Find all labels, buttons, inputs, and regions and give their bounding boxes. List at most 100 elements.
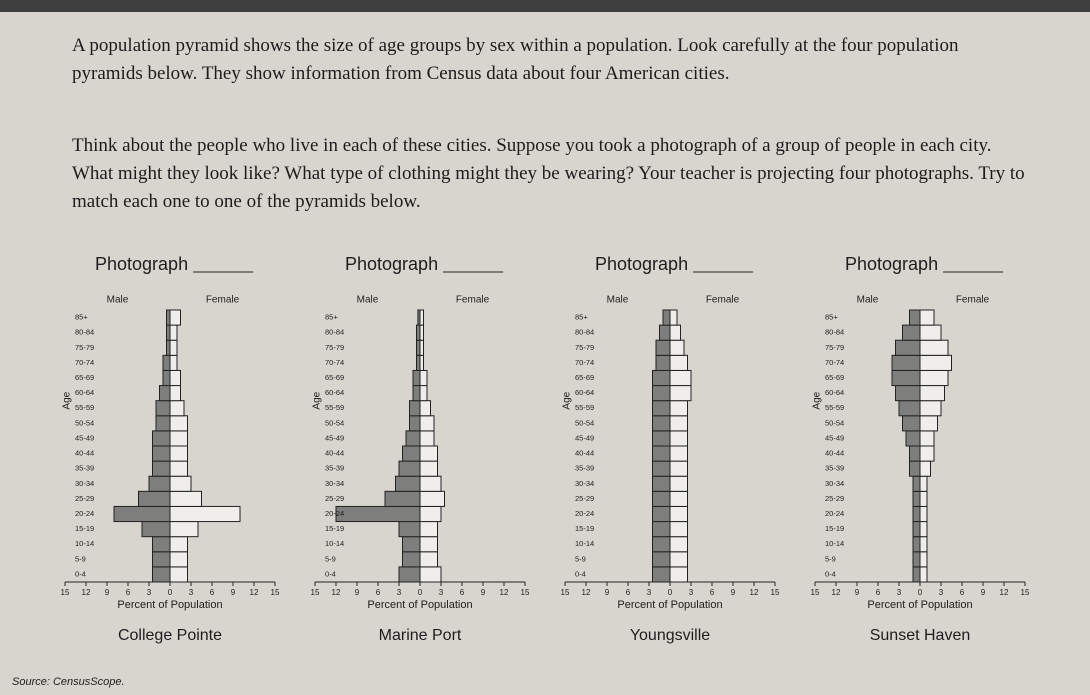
age-label: 35-39 <box>575 464 594 473</box>
bar-female <box>669 339 685 356</box>
age-label: 20-24 <box>575 509 594 518</box>
bar-male <box>412 369 421 387</box>
x-tick-label: 12 <box>82 588 91 597</box>
bar-male <box>912 536 921 553</box>
bar-male <box>652 521 671 538</box>
city-name: Sunset Haven <box>870 627 971 644</box>
age-label: 25-29 <box>575 494 594 503</box>
photo-label: Photograph <box>345 254 438 274</box>
x-tick-label: 12 <box>832 588 841 597</box>
age-label: 80-84 <box>825 328 844 337</box>
legend-male: Male <box>857 295 879 306</box>
bar-male <box>152 566 171 583</box>
age-label: 80-84 <box>575 328 594 337</box>
x-tick-label: 9 <box>481 588 486 597</box>
bar-male <box>402 551 421 568</box>
x-tick-label: 15 <box>271 588 280 597</box>
bar-male <box>659 324 671 341</box>
bar-male <box>902 324 921 341</box>
age-label: 50-54 <box>575 418 594 427</box>
bar-male <box>895 339 921 356</box>
bar-male <box>155 415 171 432</box>
age-label: 60-64 <box>575 388 594 397</box>
age-label: 40-44 <box>325 449 344 458</box>
x-tick-label: 12 <box>332 588 341 597</box>
age-label: 30-34 <box>575 479 594 488</box>
bar-female <box>919 521 928 538</box>
age-label: 5-9 <box>825 554 836 563</box>
bar-male <box>652 475 671 492</box>
x-tick-label: 15 <box>811 588 820 597</box>
bar-male <box>416 354 421 371</box>
bar-female <box>919 536 928 553</box>
x-tick-label: 6 <box>126 588 131 597</box>
age-label: 45-49 <box>325 433 344 442</box>
y-axis-label: Age <box>812 391 823 409</box>
age-label: 5-9 <box>75 554 86 563</box>
x-tick-label: 9 <box>355 588 360 597</box>
age-label: 65-69 <box>75 373 94 382</box>
legend-female: Female <box>706 295 740 306</box>
bar-female <box>419 309 424 326</box>
bar-female <box>169 445 188 462</box>
bar-male <box>652 460 671 477</box>
bar-female <box>669 445 688 462</box>
bar-male <box>912 551 921 568</box>
bar-male <box>655 339 671 356</box>
bar-male <box>148 475 171 492</box>
age-label: 25-29 <box>75 494 94 503</box>
x-tick-label: 3 <box>689 588 694 597</box>
age-label: 0-4 <box>575 569 586 578</box>
bar-female <box>169 354 178 371</box>
x-axis-label: Percent of Population <box>117 599 222 611</box>
bar-female <box>419 354 424 371</box>
x-tick-label: 3 <box>397 588 402 597</box>
bar-male <box>402 445 421 462</box>
x-tick-label: 15 <box>561 588 570 597</box>
bar-female <box>669 521 688 538</box>
bar-female <box>669 430 688 447</box>
bar-female <box>419 430 435 447</box>
age-label: 15-19 <box>75 524 94 533</box>
bar-female <box>669 475 688 492</box>
bar-male <box>398 566 421 583</box>
bar-female <box>669 490 688 507</box>
photo-label: Photograph <box>95 254 188 274</box>
bar-male <box>895 385 921 402</box>
bar-female <box>919 566 928 583</box>
age-label: 45-49 <box>75 433 94 442</box>
bar-female <box>419 324 424 341</box>
bar-female <box>919 490 928 507</box>
bar-female <box>669 415 688 432</box>
bar-male <box>162 354 171 371</box>
bar-male <box>152 445 171 462</box>
age-label: 85+ <box>75 313 88 322</box>
x-tick-label: 9 <box>605 588 610 597</box>
legend-male: Male <box>607 295 629 306</box>
bar-female <box>169 475 192 492</box>
bar-male <box>912 505 921 523</box>
bar-male <box>891 369 921 387</box>
bar-female <box>169 551 188 568</box>
bar-male <box>384 490 421 507</box>
bar-male <box>652 400 671 417</box>
bar-male <box>395 475 421 492</box>
city-name: Marine Port <box>379 627 462 644</box>
bar-male <box>166 324 171 341</box>
age-label: 70-74 <box>825 358 844 367</box>
bar-female <box>419 566 442 583</box>
age-label: 35-39 <box>325 464 344 473</box>
age-label: 5-9 <box>325 554 336 563</box>
bar-female <box>919 354 952 371</box>
bar-female <box>669 400 688 417</box>
age-label: 35-39 <box>75 464 94 473</box>
x-tick-label: 12 <box>250 588 259 597</box>
bar-female <box>669 505 688 523</box>
age-label: 40-44 <box>575 449 594 458</box>
bar-male <box>166 339 171 356</box>
age-label: 65-69 <box>575 373 594 382</box>
x-tick-label: 15 <box>311 588 320 597</box>
bar-female <box>669 354 688 371</box>
x-tick-label: 0 <box>168 588 173 597</box>
